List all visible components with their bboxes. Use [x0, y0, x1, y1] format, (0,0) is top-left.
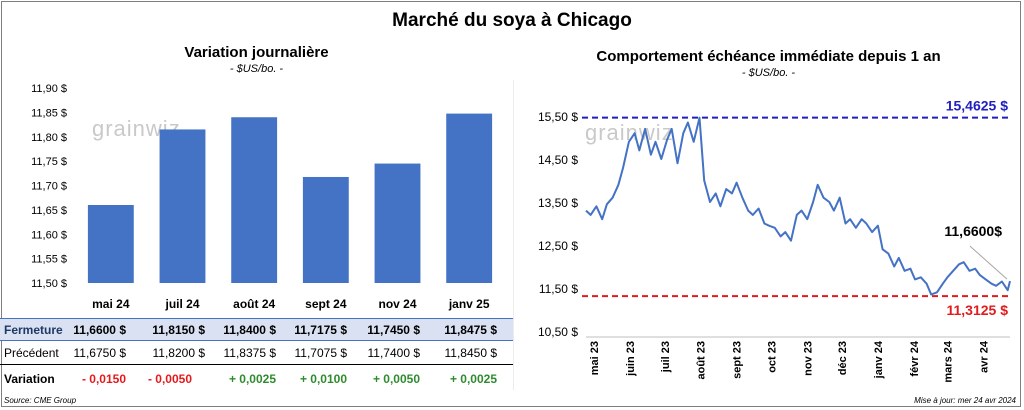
table-cell: 11,8200 $	[152, 346, 206, 360]
x-tick-label: juil 24	[164, 297, 199, 311]
table-cell: + 0,0050	[372, 372, 420, 386]
y-tick-label: 11,75 $	[31, 156, 67, 168]
panel-divider	[513, 80, 514, 390]
y-tick-label: 11,50 $	[539, 282, 578, 296]
min-label: 11,3125 $	[946, 302, 1008, 318]
table-cell: 11,8450 $	[444, 346, 498, 360]
y-tick-label: 15,50 $	[538, 110, 578, 124]
bar-chart-title: Variation journalière	[184, 44, 329, 61]
bar-chart-unit: - $US/bo. -	[229, 63, 284, 75]
x-tick-label: févr 24	[909, 340, 921, 376]
x-tick-label: juin 23	[625, 341, 637, 377]
y-tick-label: 11,80 $	[31, 132, 67, 144]
table-cell: 11,8400 $	[223, 323, 276, 337]
x-tick-label: mai 24	[92, 297, 130, 311]
line-chart-unit: - $US/bo. -	[741, 67, 796, 79]
x-tick-label: août 23	[696, 341, 708, 380]
x-tick-label: nov 23	[802, 341, 814, 376]
table-cell: 11,7450 $	[367, 323, 420, 337]
y-tick-label: 11,90 $	[31, 83, 67, 95]
x-tick-label: déc 23	[837, 341, 849, 375]
table-row-variation: Variation - 0,0150 - 0,0050 + 0,0025 + 0…	[0, 368, 513, 390]
x-tick-label: janv 25	[448, 297, 490, 311]
y-tick-label: 11,65 $	[31, 205, 67, 217]
x-tick-label: nov 24	[378, 297, 416, 311]
bar	[159, 129, 206, 283]
y-tick-label: 14,50 $	[538, 153, 578, 167]
x-tick-label: août 24	[233, 297, 275, 311]
price-series-line	[585, 116, 1011, 296]
bar	[446, 113, 493, 283]
source-note: Source: CME Group	[4, 396, 77, 405]
y-tick-label: 11,60 $	[31, 229, 67, 241]
table-cell: 11,7075 $	[294, 346, 348, 360]
x-tick-label: juil 23	[660, 341, 672, 373]
table-cell: + 0,0100	[299, 372, 347, 386]
table-row-close: Fermeture 11,6600 $ 11,8150 $ 11,8400 $ …	[0, 318, 513, 341]
table-cell: 11,6600 $	[73, 323, 126, 337]
bar	[231, 117, 278, 283]
x-tick-label: oct 23	[766, 341, 778, 373]
y-tick-label: 11,55 $	[31, 254, 67, 266]
y-tick-label: 11,70 $	[31, 181, 67, 193]
y-tick-label: 10,50 $	[538, 325, 578, 339]
row-label: Variation	[4, 372, 55, 386]
table-row-previous: Précédent 11,6750 $ 11,8200 $ 11,8375 $ …	[0, 342, 513, 365]
y-tick-label: 11,85 $	[31, 107, 67, 119]
row-label: Fermeture	[4, 323, 63, 337]
table-cell: + 0,0025	[228, 372, 276, 386]
table-cell: 11,8150 $	[152, 323, 205, 337]
y-tick-label: 13,50 $	[538, 196, 578, 210]
bar	[87, 205, 134, 283]
line-chart-title: Comportement échéance immédiate depuis 1…	[596, 48, 941, 65]
table-cell: 11,8475 $	[444, 323, 497, 337]
y-tick-label: 12,50 $	[538, 239, 578, 253]
last-value-label: 11,6600$	[944, 223, 1002, 239]
table-cell: + 0,0025	[449, 372, 497, 386]
x-tick-label: janv 24	[873, 340, 885, 379]
table-cell: 11,7400 $	[367, 346, 421, 360]
max-label: 15,4625 $	[946, 98, 1008, 114]
table-cell: 11,6750 $	[73, 346, 127, 360]
table-cell: - 0,0050	[147, 372, 192, 386]
table-cell: - 0,0150	[81, 372, 126, 386]
x-tick-label: avr 24	[978, 340, 990, 373]
x-tick-label: mai 23	[589, 341, 601, 375]
x-tick-label: sept 24	[305, 297, 347, 311]
page-title: Marché du soya à Chicago	[392, 10, 632, 31]
update-note: Mise à jour: mer 24 avr 2024	[914, 396, 1016, 405]
row-label: Précédent	[4, 346, 59, 360]
last-value-leader	[969, 245, 1008, 280]
y-tick-label: 11,50 $	[31, 278, 67, 290]
bar	[374, 163, 421, 283]
bar	[302, 176, 349, 283]
x-tick-label: sept 23	[732, 341, 744, 379]
x-tick-label: mars 24	[942, 340, 954, 382]
table-cell: 11,8375 $	[223, 346, 277, 360]
table-cell: 11,7175 $	[294, 323, 347, 337]
